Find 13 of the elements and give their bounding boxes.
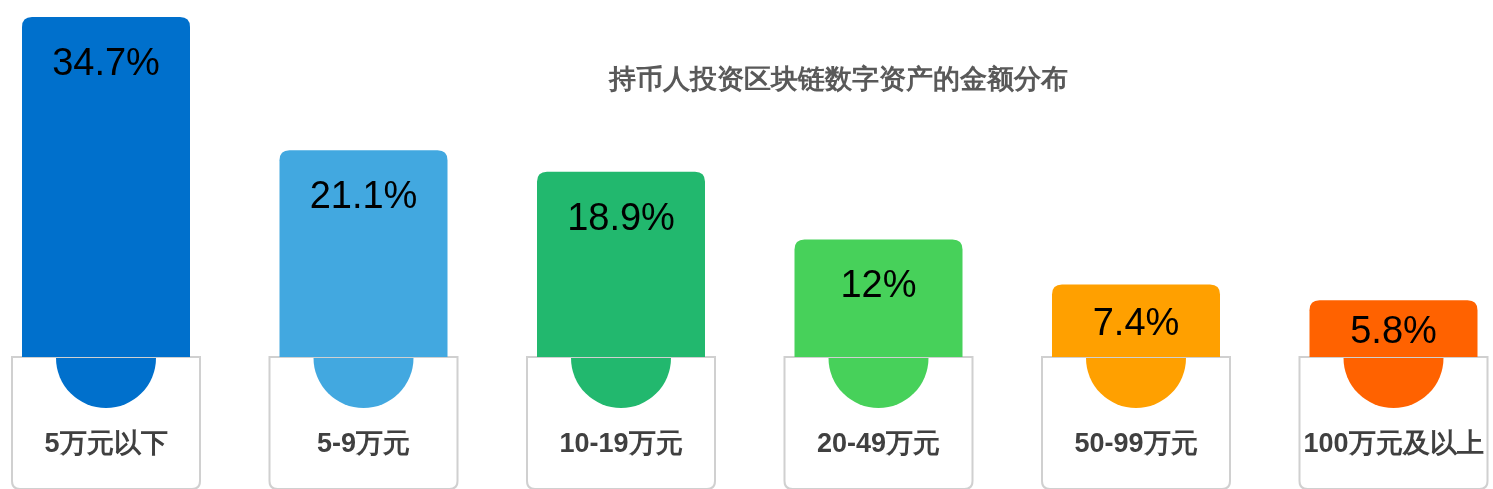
x-tick-label: 10-19万元 [559, 428, 683, 458]
x-tick-label: 20-49万元 [816, 428, 941, 458]
x-tick-label: 5万元以下 [44, 428, 168, 458]
x-tick-label: 100万元及以上 [1303, 428, 1484, 458]
data-label: 34.7% [52, 41, 160, 83]
data-label: 7.4% [1092, 300, 1180, 343]
x-tick-label: 50-99万元 [1074, 428, 1198, 458]
data-label: 5.8% [1350, 308, 1437, 351]
x-tick-label: 5-9万元 [316, 428, 411, 458]
data-label: 21.1% [309, 174, 418, 217]
data-label: 12% [840, 263, 917, 306]
text: 持币人投资区块链数字资产的金额分布 [607, 64, 1068, 94]
data-label: 18.9% [567, 195, 675, 238]
